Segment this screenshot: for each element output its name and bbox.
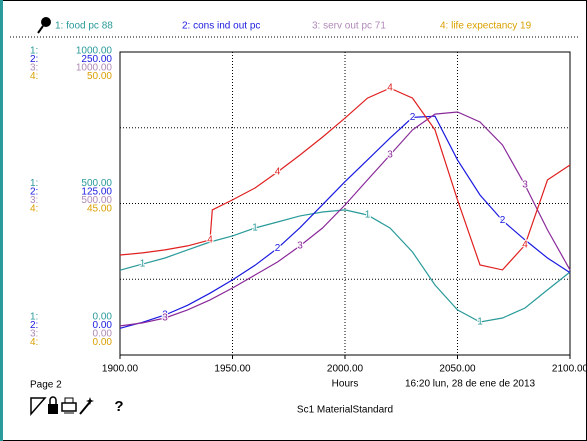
series-marker: 2: [275, 243, 281, 254]
y-tick-label: 500.00: [81, 195, 112, 206]
window-edge: [0, 0, 3, 441]
pin-icon[interactable]: [37, 17, 51, 34]
legend-entry: 1: food pc 88: [55, 21, 113, 32]
series-line: [119, 115, 571, 329]
x-tick-label: 2100.00: [552, 364, 587, 375]
series-marker: 4: [275, 167, 281, 178]
series-marker: 1: [365, 210, 371, 221]
y-tick-label: 125.00: [81, 187, 112, 198]
series-marker: 1: [252, 223, 258, 234]
y-tick-label: 0.00: [93, 312, 113, 323]
wand-tool[interactable]: [79, 397, 94, 415]
y-tick-label: 1000.00: [76, 63, 113, 74]
series-marker: 1: [140, 259, 146, 270]
axis-tag: 3:: [30, 195, 38, 206]
toolbar: ?: [30, 396, 124, 416]
x-axis-label: Hours: [332, 379, 359, 390]
series-marker: 2: [162, 310, 168, 321]
series-marker: 4: [387, 83, 393, 94]
axis-tag: 3:: [30, 329, 38, 340]
y-tick-label: 0.00: [93, 320, 113, 331]
y-tick-label: 500.00: [81, 178, 112, 189]
y-tick-label: 45.00: [87, 204, 112, 215]
axis-tag: 4:: [30, 337, 38, 348]
series-marker: 1: [477, 317, 483, 328]
x-tick-label: 2050.00: [439, 364, 476, 375]
series-line: [119, 209, 571, 323]
series-marker: 2: [500, 215, 506, 226]
lock-tool[interactable]: [48, 396, 58, 414]
page-label: Page 2: [30, 380, 62, 391]
axis-tag: 1:: [30, 312, 38, 323]
series-marker: 4: [522, 240, 528, 251]
y-tick-label: 0.00: [93, 329, 113, 340]
timestamp: 16:20 lun, 28 de ene de 2013: [405, 379, 536, 390]
series-line: [119, 111, 571, 327]
axis-tag: 3:: [30, 63, 38, 74]
print-tool[interactable]: [61, 397, 77, 414]
x-tick-label: 1950.00: [214, 364, 251, 375]
axis-tag: 2:: [30, 187, 38, 198]
axis-tag: 2:: [30, 320, 38, 331]
graph-type-tool[interactable]: [30, 397, 47, 416]
axis-tag: 1:: [30, 46, 38, 57]
series-line: [119, 87, 571, 271]
axis-tag: 1:: [30, 178, 38, 189]
series-marker: 3: [387, 150, 393, 161]
legend-entry: 4: life expectancy 19: [440, 21, 532, 32]
series-marker: 4: [207, 235, 213, 246]
x-tick-label: 1900.00: [102, 364, 139, 375]
series-marker: 3: [162, 313, 168, 324]
y-tick-label: 1000.00: [76, 46, 113, 57]
y-tick-label: 50.00: [87, 71, 112, 82]
series-marker: 3: [297, 241, 303, 252]
legend-entry: 3: serv out pc 71: [312, 21, 386, 32]
legend-entry: 2: cons ind out pc: [182, 21, 260, 32]
series-marker: 2: [410, 112, 416, 123]
run-name: Sc1 MaterialStandard: [297, 405, 393, 416]
series-marker: 3: [522, 180, 528, 191]
y-tick-label: 250.00: [81, 54, 112, 65]
y-tick-label: 0.00: [93, 337, 113, 348]
axis-tag: 4:: [30, 204, 38, 215]
help-button[interactable]: ?: [114, 398, 123, 415]
axis-tag: 4:: [30, 71, 38, 82]
x-tick-label: 2000.00: [327, 364, 364, 375]
axis-tag: 2:: [30, 54, 38, 65]
